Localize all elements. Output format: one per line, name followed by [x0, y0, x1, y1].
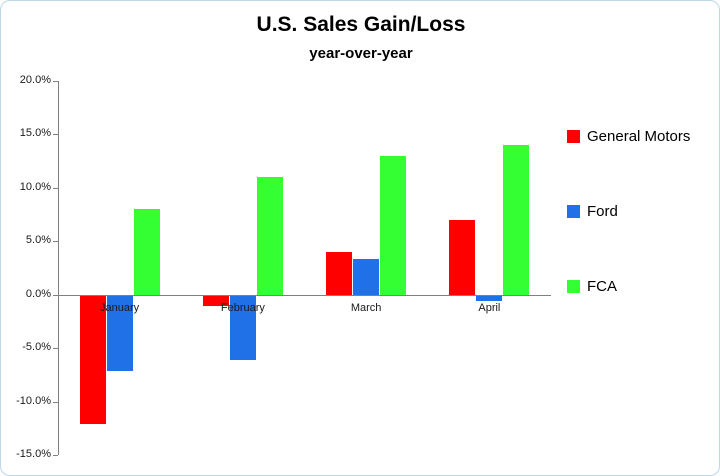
bar-ford-march: [353, 259, 380, 295]
legend-swatch-fca: [567, 279, 580, 293]
legend-label-general-motors: General Motors: [587, 127, 691, 145]
bar-fca-march: [380, 155, 407, 295]
y-axis-line: [58, 81, 59, 455]
y-axis-tick-label: 5.0%: [25, 234, 51, 247]
chart-title: U.S. Sales Gain/Loss: [256, 13, 466, 36]
x-axis-category-label: January: [100, 301, 140, 314]
legend-item-fca: FCA: [567, 277, 690, 295]
y-axis-tick-mark: [53, 348, 58, 350]
legend: General Motors Ford FCA: [567, 128, 690, 353]
bar-general-motors-april: [449, 219, 476, 295]
y-axis-tick-label: 20.0%: [19, 74, 51, 86]
y-axis-tick-mark: [53, 134, 58, 136]
x-axis-category-label: March: [350, 301, 382, 314]
legend-item-general-motors: General Motors: [567, 127, 691, 145]
bar-ford-february: [229, 295, 256, 360]
y-axis-tick-mark: [53, 455, 58, 456]
y-axis-tick-label: 15.0%: [19, 127, 51, 140]
bar-fca-february: [256, 177, 283, 295]
y-axis-tick-label: 0.0%: [25, 287, 51, 300]
y-axis-tick-label: 10.0%: [19, 180, 51, 193]
y-axis-tick-mark: [53, 81, 58, 82]
bar-fca-april: [503, 145, 530, 295]
y-axis-tick-mark: [53, 294, 58, 296]
y-axis-tick-mark: [53, 187, 58, 189]
legend-swatch-ford: [567, 204, 580, 218]
bar-general-motors-march: [326, 251, 353, 295]
bar-general-motors-january: [79, 295, 106, 424]
bar-general-motors-february: [202, 295, 229, 307]
bar-ford-april: [476, 295, 503, 302]
legend-label-fca: FCA: [587, 277, 617, 295]
y-axis-tick-mark: [53, 241, 58, 243]
legend-swatch-general-motors: [567, 129, 580, 143]
y-axis-tick-label: -10.0%: [16, 394, 51, 407]
chart-subtitle: year-over-year: [309, 45, 413, 62]
y-axis-tick-mark: [53, 401, 58, 403]
bar-fca-january: [133, 209, 160, 295]
y-axis-tick-label: -5.0%: [22, 341, 51, 354]
x-axis-category-label: April: [478, 301, 501, 314]
zero-line: [58, 295, 551, 296]
legend-label-ford: Ford: [587, 202, 618, 220]
y-axis-tick-label: -15.0%: [16, 448, 51, 460]
bar-ford-january: [106, 295, 133, 371]
legend-item-ford: Ford: [567, 202, 690, 220]
x-axis-category-label: February: [220, 301, 265, 314]
